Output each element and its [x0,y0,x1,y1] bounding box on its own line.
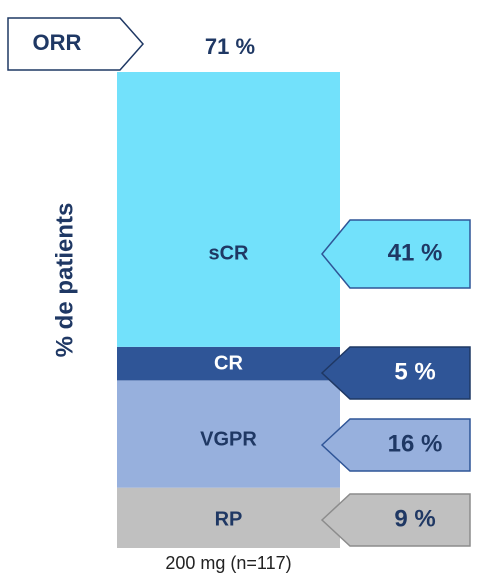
value-tag [320,418,471,472]
value-tag [320,493,471,547]
bar-segment [117,72,340,347]
segment-label: CR [214,352,243,374]
segment-label: sCR [208,242,249,264]
segment-label: VGPR [200,428,257,450]
value-label: 5 % [394,358,435,385]
orr-tag [7,17,145,71]
bar-segment [117,487,340,548]
value-tag [321,219,471,289]
orr-value: 71 % [205,34,255,59]
x-tick-label: 200 mg (n=117) [165,553,291,573]
value-label: 41 % [388,239,443,266]
bar-segment [117,346,340,381]
bar-segment [117,380,340,488]
y-axis-label: % de patients [51,203,78,358]
value-label: 16 % [388,430,443,457]
value-label: 9 % [394,505,435,532]
orr-label: ORR [33,30,82,55]
segment-label: RP [215,508,243,530]
value-tag [320,346,471,400]
